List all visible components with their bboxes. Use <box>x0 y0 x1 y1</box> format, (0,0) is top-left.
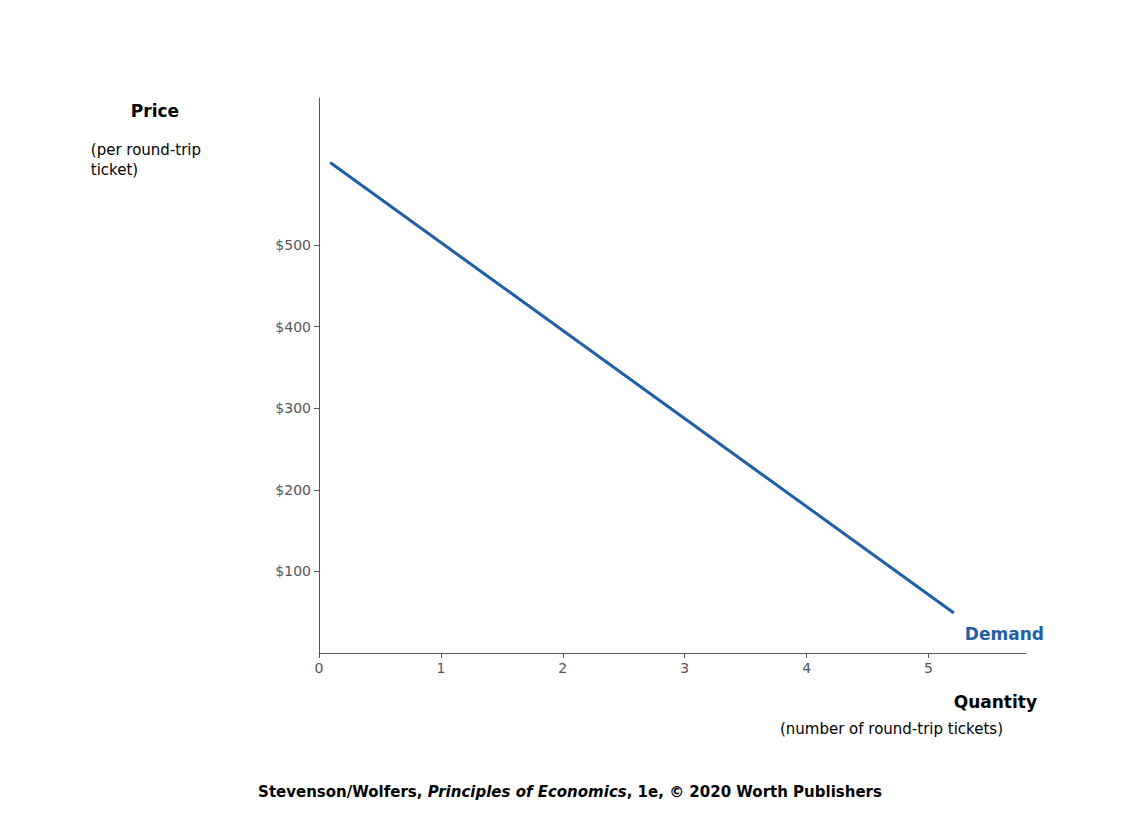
svg-text:3: 3 <box>680 660 689 676</box>
svg-text:, 1e, © 2020 Worth Publishers: , 1e, © 2020 Worth Publishers <box>627 783 882 801</box>
svg-text:Price: Price <box>131 101 179 121</box>
svg-text:(number of round-trip tickets): (number of round-trip tickets) <box>780 720 1003 738</box>
svg-text:0: 0 <box>315 660 324 676</box>
svg-text:Quantity: Quantity <box>954 692 1037 712</box>
svg-text:Stevenson/Wolfers,: Stevenson/Wolfers, <box>258 783 428 801</box>
svg-text:$300: $300 <box>275 400 311 416</box>
svg-text:4: 4 <box>802 660 811 676</box>
svg-text:$200: $200 <box>275 482 311 498</box>
svg-text:$500: $500 <box>275 237 311 253</box>
svg-text:1: 1 <box>436 660 445 676</box>
svg-text:$100: $100 <box>275 563 311 579</box>
svg-text:5: 5 <box>924 660 933 676</box>
svg-text:2: 2 <box>558 660 567 676</box>
svg-text:(per round-trip: (per round-trip <box>91 141 201 159</box>
svg-text:Demand: Demand <box>965 624 1044 644</box>
svg-text:$400: $400 <box>275 319 311 335</box>
svg-text:ticket): ticket) <box>91 161 138 179</box>
svg-text:Principles of Economics: Principles of Economics <box>428 783 627 801</box>
